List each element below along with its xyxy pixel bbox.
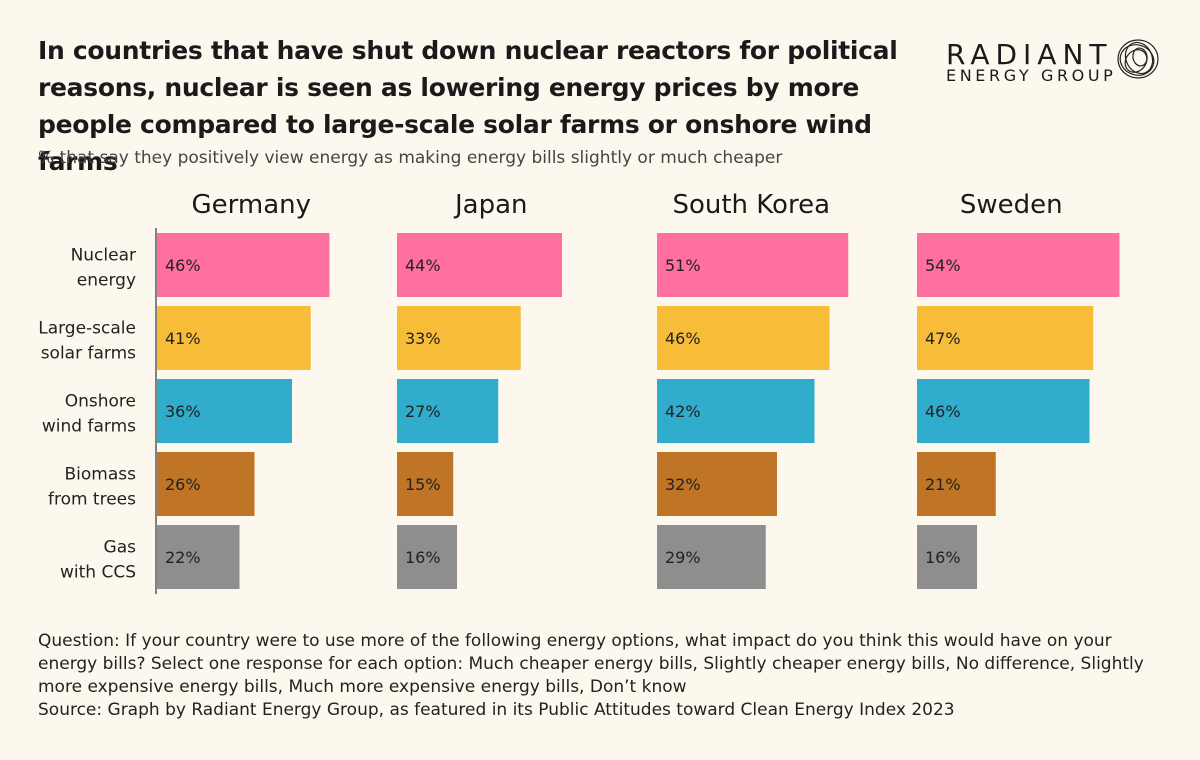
category-label: energy bbox=[77, 271, 136, 291]
data-label: 26% bbox=[165, 475, 201, 494]
bar bbox=[917, 452, 996, 516]
chart-notes: Question: If your country were to use mo… bbox=[38, 630, 1168, 722]
data-label: 41% bbox=[165, 329, 201, 348]
data-label: 42% bbox=[665, 402, 701, 421]
bar bbox=[917, 306, 1094, 370]
data-label: 44% bbox=[405, 256, 441, 275]
panel-title: Sweden bbox=[960, 190, 1063, 220]
radiant-energy-group-logo: RADIANT ENERGY GROUP bbox=[944, 38, 1174, 88]
source-note: Source: Graph by Radiant Energy Group, a… bbox=[38, 700, 955, 720]
bar bbox=[917, 525, 977, 589]
bar bbox=[657, 379, 815, 443]
bar bbox=[657, 233, 849, 297]
category-label: from trees bbox=[48, 490, 136, 510]
data-label: 32% bbox=[665, 475, 701, 494]
bar bbox=[917, 379, 1090, 443]
data-label: 27% bbox=[405, 402, 441, 421]
category-label: Large-scale bbox=[38, 319, 136, 339]
data-label: 54% bbox=[925, 256, 961, 275]
bar bbox=[157, 233, 330, 297]
bar bbox=[657, 452, 777, 516]
category-label: Nuclear bbox=[71, 246, 136, 266]
data-label: 16% bbox=[405, 548, 441, 567]
bar bbox=[657, 306, 830, 370]
bar bbox=[157, 525, 240, 589]
bar bbox=[397, 452, 454, 516]
bar bbox=[397, 233, 562, 297]
data-label: 33% bbox=[405, 329, 441, 348]
category-label: Onshore bbox=[65, 392, 136, 412]
logo-subtitle: ENERGY GROUP bbox=[946, 66, 1117, 85]
chart-title: In countries that have shut down nuclear… bbox=[38, 36, 898, 176]
data-label: 36% bbox=[165, 402, 201, 421]
bar bbox=[657, 525, 766, 589]
data-label: 46% bbox=[165, 256, 201, 275]
category-label: solar farms bbox=[41, 344, 136, 364]
panel-title: Japan bbox=[453, 190, 528, 220]
question-note: Question: If your country were to use mo… bbox=[38, 631, 1144, 697]
data-label: 16% bbox=[925, 548, 961, 567]
logo-swirl-icon bbox=[1117, 39, 1159, 79]
data-label: 21% bbox=[925, 475, 961, 494]
data-label: 22% bbox=[165, 548, 201, 567]
bar bbox=[157, 379, 292, 443]
chart-subtitle: % that say they positively view energy a… bbox=[38, 148, 783, 168]
bar bbox=[157, 452, 255, 516]
bar bbox=[397, 525, 457, 589]
data-label: 46% bbox=[925, 402, 961, 421]
category-label: wind farms bbox=[42, 417, 136, 437]
logo-wordmark: RADIANT bbox=[946, 38, 1113, 71]
data-label: 47% bbox=[925, 329, 961, 348]
bar bbox=[917, 233, 1120, 297]
data-label: 51% bbox=[665, 256, 701, 275]
bar-chart: Nuclear energy Large-scale solar farms Onsho… bbox=[38, 190, 1120, 594]
bar bbox=[397, 379, 499, 443]
panel-title: South Korea bbox=[672, 190, 830, 220]
category-label: Gas bbox=[104, 538, 137, 558]
data-label: 29% bbox=[665, 548, 701, 567]
data-label: 46% bbox=[665, 329, 701, 348]
category-label: Biomass bbox=[65, 465, 137, 485]
bar bbox=[157, 306, 311, 370]
data-label: 15% bbox=[405, 475, 441, 494]
bar bbox=[397, 306, 521, 370]
panel-title: Germany bbox=[191, 190, 311, 220]
category-label: with CCS bbox=[60, 563, 136, 583]
